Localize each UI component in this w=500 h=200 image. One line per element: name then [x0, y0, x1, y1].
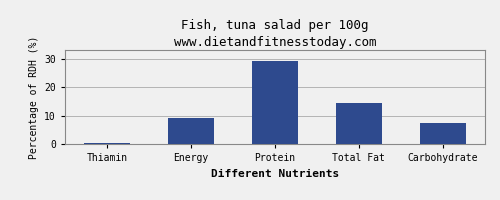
X-axis label: Different Nutrients: Different Nutrients	[211, 169, 339, 179]
Bar	[168, 118, 214, 144]
Bar	[84, 143, 130, 144]
Y-axis label: Percentage of RDH (%): Percentage of RDH (%)	[28, 35, 38, 159]
Bar	[336, 103, 382, 144]
Bar	[420, 123, 466, 144]
Title: Fish, tuna salad per 100g
www.dietandfitnesstoday.com: Fish, tuna salad per 100g www.dietandfit…	[174, 19, 376, 49]
Bar	[252, 61, 298, 144]
